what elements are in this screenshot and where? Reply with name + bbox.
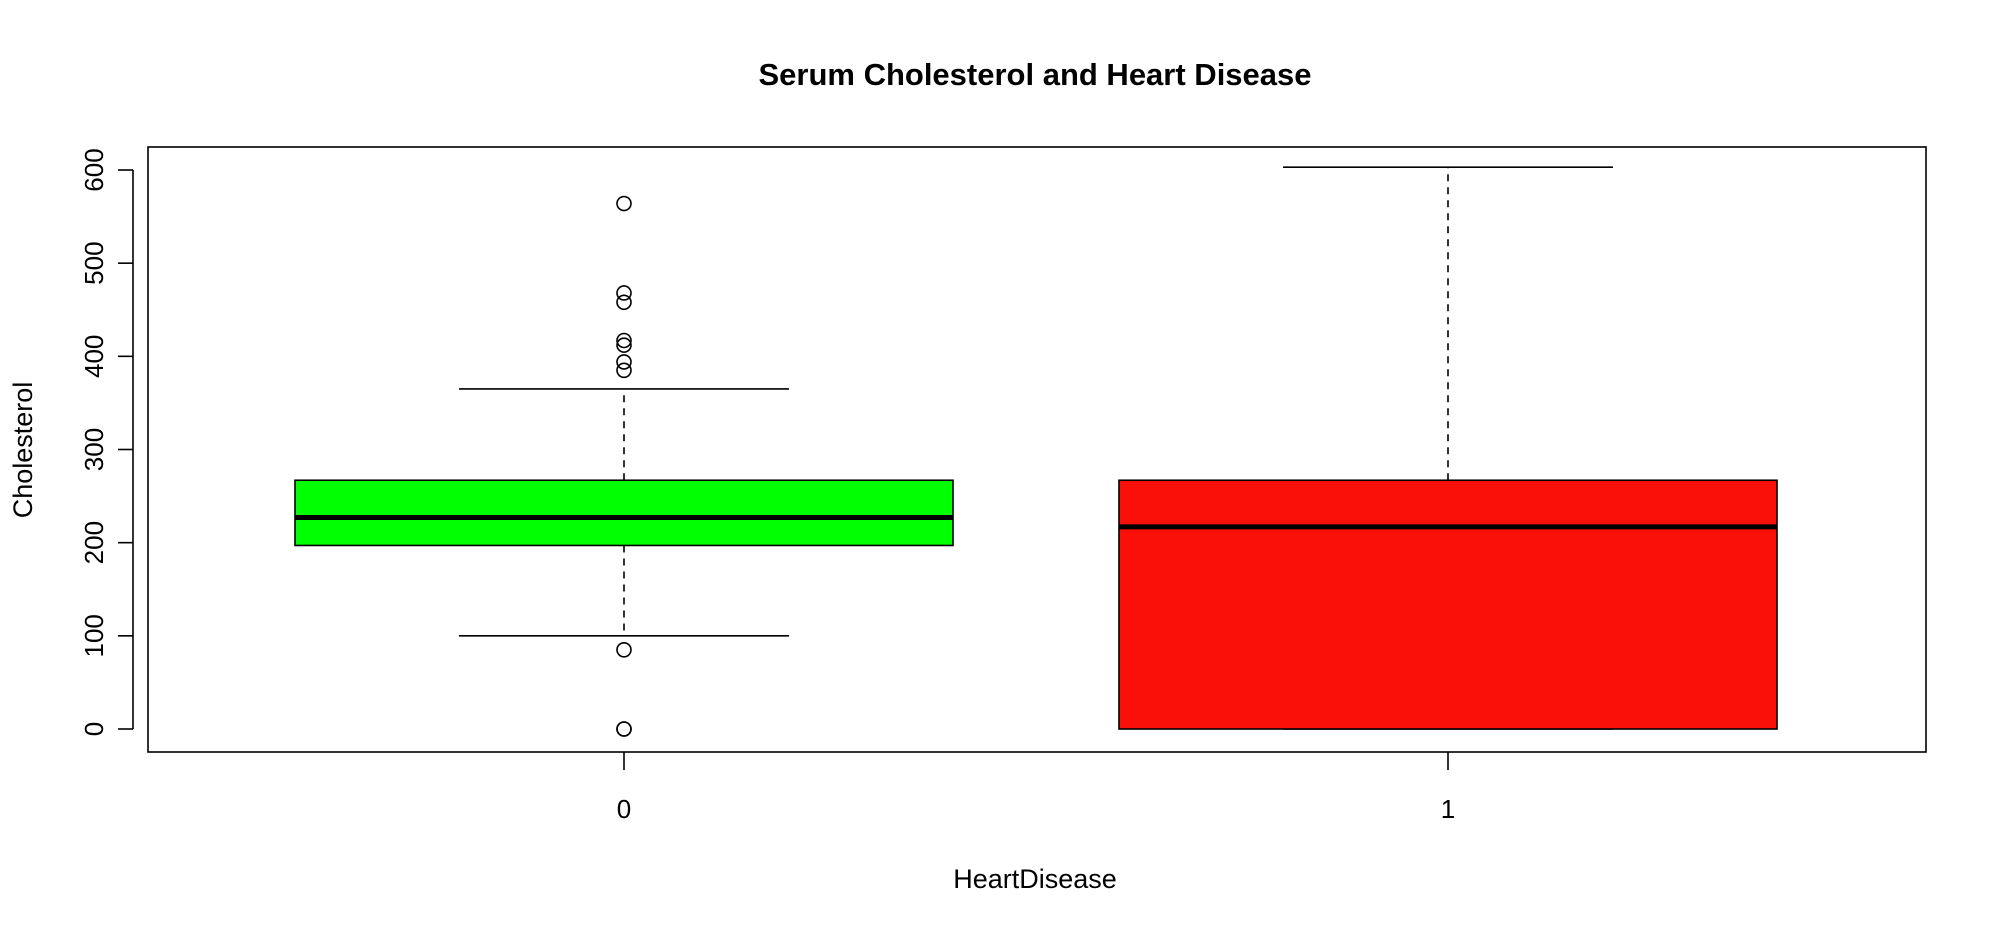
boxes-layer <box>294 166 1778 737</box>
y-tick-label: 500 <box>79 241 109 284</box>
outlier-point <box>616 642 632 658</box>
outlier-point <box>616 294 632 311</box>
x-axis-label: HeartDisease <box>953 864 1117 894</box>
y-tick-label: 300 <box>79 428 109 471</box>
outlier-point <box>616 362 632 379</box>
y-axis-label: Cholesterol <box>8 382 38 519</box>
y-tick-label: 400 <box>79 335 109 378</box>
outlier-point <box>616 332 632 349</box>
outlier-point <box>616 195 632 212</box>
y-tick-label: 100 <box>79 614 109 657</box>
outlier-point <box>616 354 632 370</box>
outlier-point <box>616 285 632 301</box>
outlier-point <box>616 337 632 353</box>
box-0 <box>294 479 954 547</box>
y-tick-label: 600 <box>79 148 109 191</box>
box-1 <box>1118 479 1778 730</box>
x-tick-label: 0 <box>617 794 631 824</box>
y-tick-label: 0 <box>79 722 109 736</box>
y-axis: 0 100 200 300 400 500 600 <box>79 148 134 736</box>
x-tick-label: 1 <box>1441 794 1455 824</box>
y-tick-label: 200 <box>79 521 109 564</box>
box-group-0 <box>294 195 954 737</box>
outlier-point <box>616 721 632 737</box>
box-group-1 <box>1118 166 1778 730</box>
chart-title: Serum Cholesterol and Heart Disease <box>758 57 1311 92</box>
plot-frame <box>147 146 1927 753</box>
